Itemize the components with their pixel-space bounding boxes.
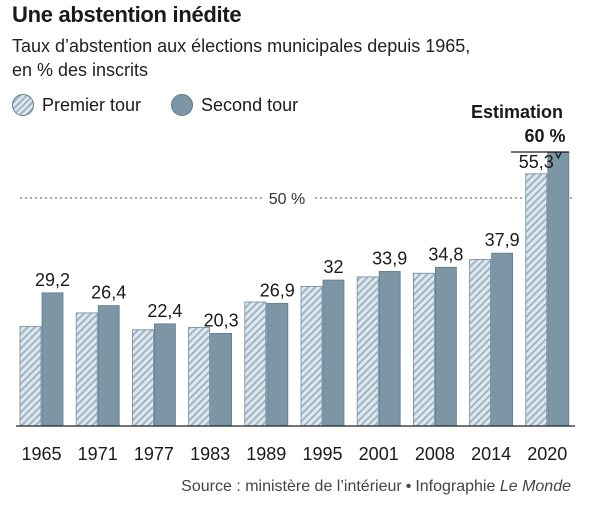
bar-premier-tour — [19, 326, 42, 427]
bar-second-tour — [97, 305, 120, 427]
bar-second-tour — [434, 266, 457, 427]
reference-label-background — [262, 188, 312, 208]
x-tick-label: 1965 — [21, 444, 61, 464]
bar-premier-tour — [75, 312, 98, 427]
reference-line-label: 50 % — [269, 191, 305, 208]
source-text: Source : ministère de l’intérieur — [181, 478, 402, 495]
bar-premier-tour — [244, 301, 267, 427]
bar-second-tour — [153, 323, 176, 427]
data-label-second: 26,9 — [260, 280, 295, 300]
estimate-bracket — [511, 151, 569, 160]
estimate-value: 60 % — [524, 126, 565, 146]
bar-premier-tour — [469, 259, 492, 427]
x-tick-label: 1995 — [302, 444, 342, 464]
x-tick-label: 1989 — [246, 444, 286, 464]
bar-premier-tour — [356, 276, 379, 427]
estimate-label: Estimation — [471, 102, 563, 122]
legend: Premier tour Second tour — [12, 91, 328, 119]
bar-premier-tour — [131, 329, 154, 427]
hatched-swatch-icon — [12, 94, 34, 116]
x-tick-label: 1971 — [78, 444, 118, 464]
bar-second-tour — [378, 271, 401, 427]
data-label-second: 29,2 — [35, 270, 70, 290]
legend-item-premier: Premier tour — [12, 94, 141, 116]
data-label-second: 22,4 — [147, 301, 182, 321]
bar-second-tour — [322, 279, 345, 427]
x-tick-label: 1983 — [190, 444, 230, 464]
legend-label-premier: Premier tour — [42, 94, 142, 115]
data-label-second: 20,3 — [204, 310, 239, 330]
data-label-second: 37,9 — [485, 230, 520, 250]
x-tick-label: 2001 — [359, 444, 399, 464]
bar-second-tour — [266, 302, 289, 427]
bar-premier-tour — [188, 327, 211, 427]
bar-second-tour — [547, 151, 570, 427]
chart-title: Une abstention inédite — [12, 2, 242, 27]
data-label-second: 33,9 — [372, 248, 407, 268]
legend-item-second: Second tour — [171, 94, 298, 116]
x-tick-label: 2020 — [527, 444, 567, 464]
data-label-second: 32 — [323, 257, 343, 277]
legend-label-second: Second tour — [201, 94, 299, 115]
solid-swatch-icon — [171, 94, 194, 116]
subtitle-line-1: Taux d’abstention aux élections municipa… — [12, 36, 471, 56]
data-label-second: 26,4 — [91, 283, 126, 303]
source-publication: Le Monde — [499, 478, 571, 495]
x-tick-label: 2014 — [471, 444, 511, 464]
data-label-second: 34,8 — [428, 244, 463, 264]
x-tick-label: 1977 — [134, 444, 174, 464]
data-label-premier: 55,3 — [519, 152, 554, 172]
bullet-dot: • — [405, 478, 412, 495]
bar-second-tour — [491, 252, 514, 427]
bar-premier-tour — [300, 286, 323, 427]
bar-premier-tour — [525, 173, 548, 427]
subtitle-line-2: en % des inscrits — [12, 60, 149, 80]
bar-premier-tour — [412, 272, 435, 427]
x-tick-label: 2008 — [415, 444, 455, 464]
bar-second-tour — [41, 292, 64, 427]
chart-subtitle: Taux d’abstention aux élections municipa… — [12, 34, 572, 82]
source-note: Source : ministère de l’intérieur • Infogr… — [181, 478, 571, 496]
source-credit: Infographie — [415, 478, 496, 495]
bar-second-tour — [210, 333, 233, 427]
